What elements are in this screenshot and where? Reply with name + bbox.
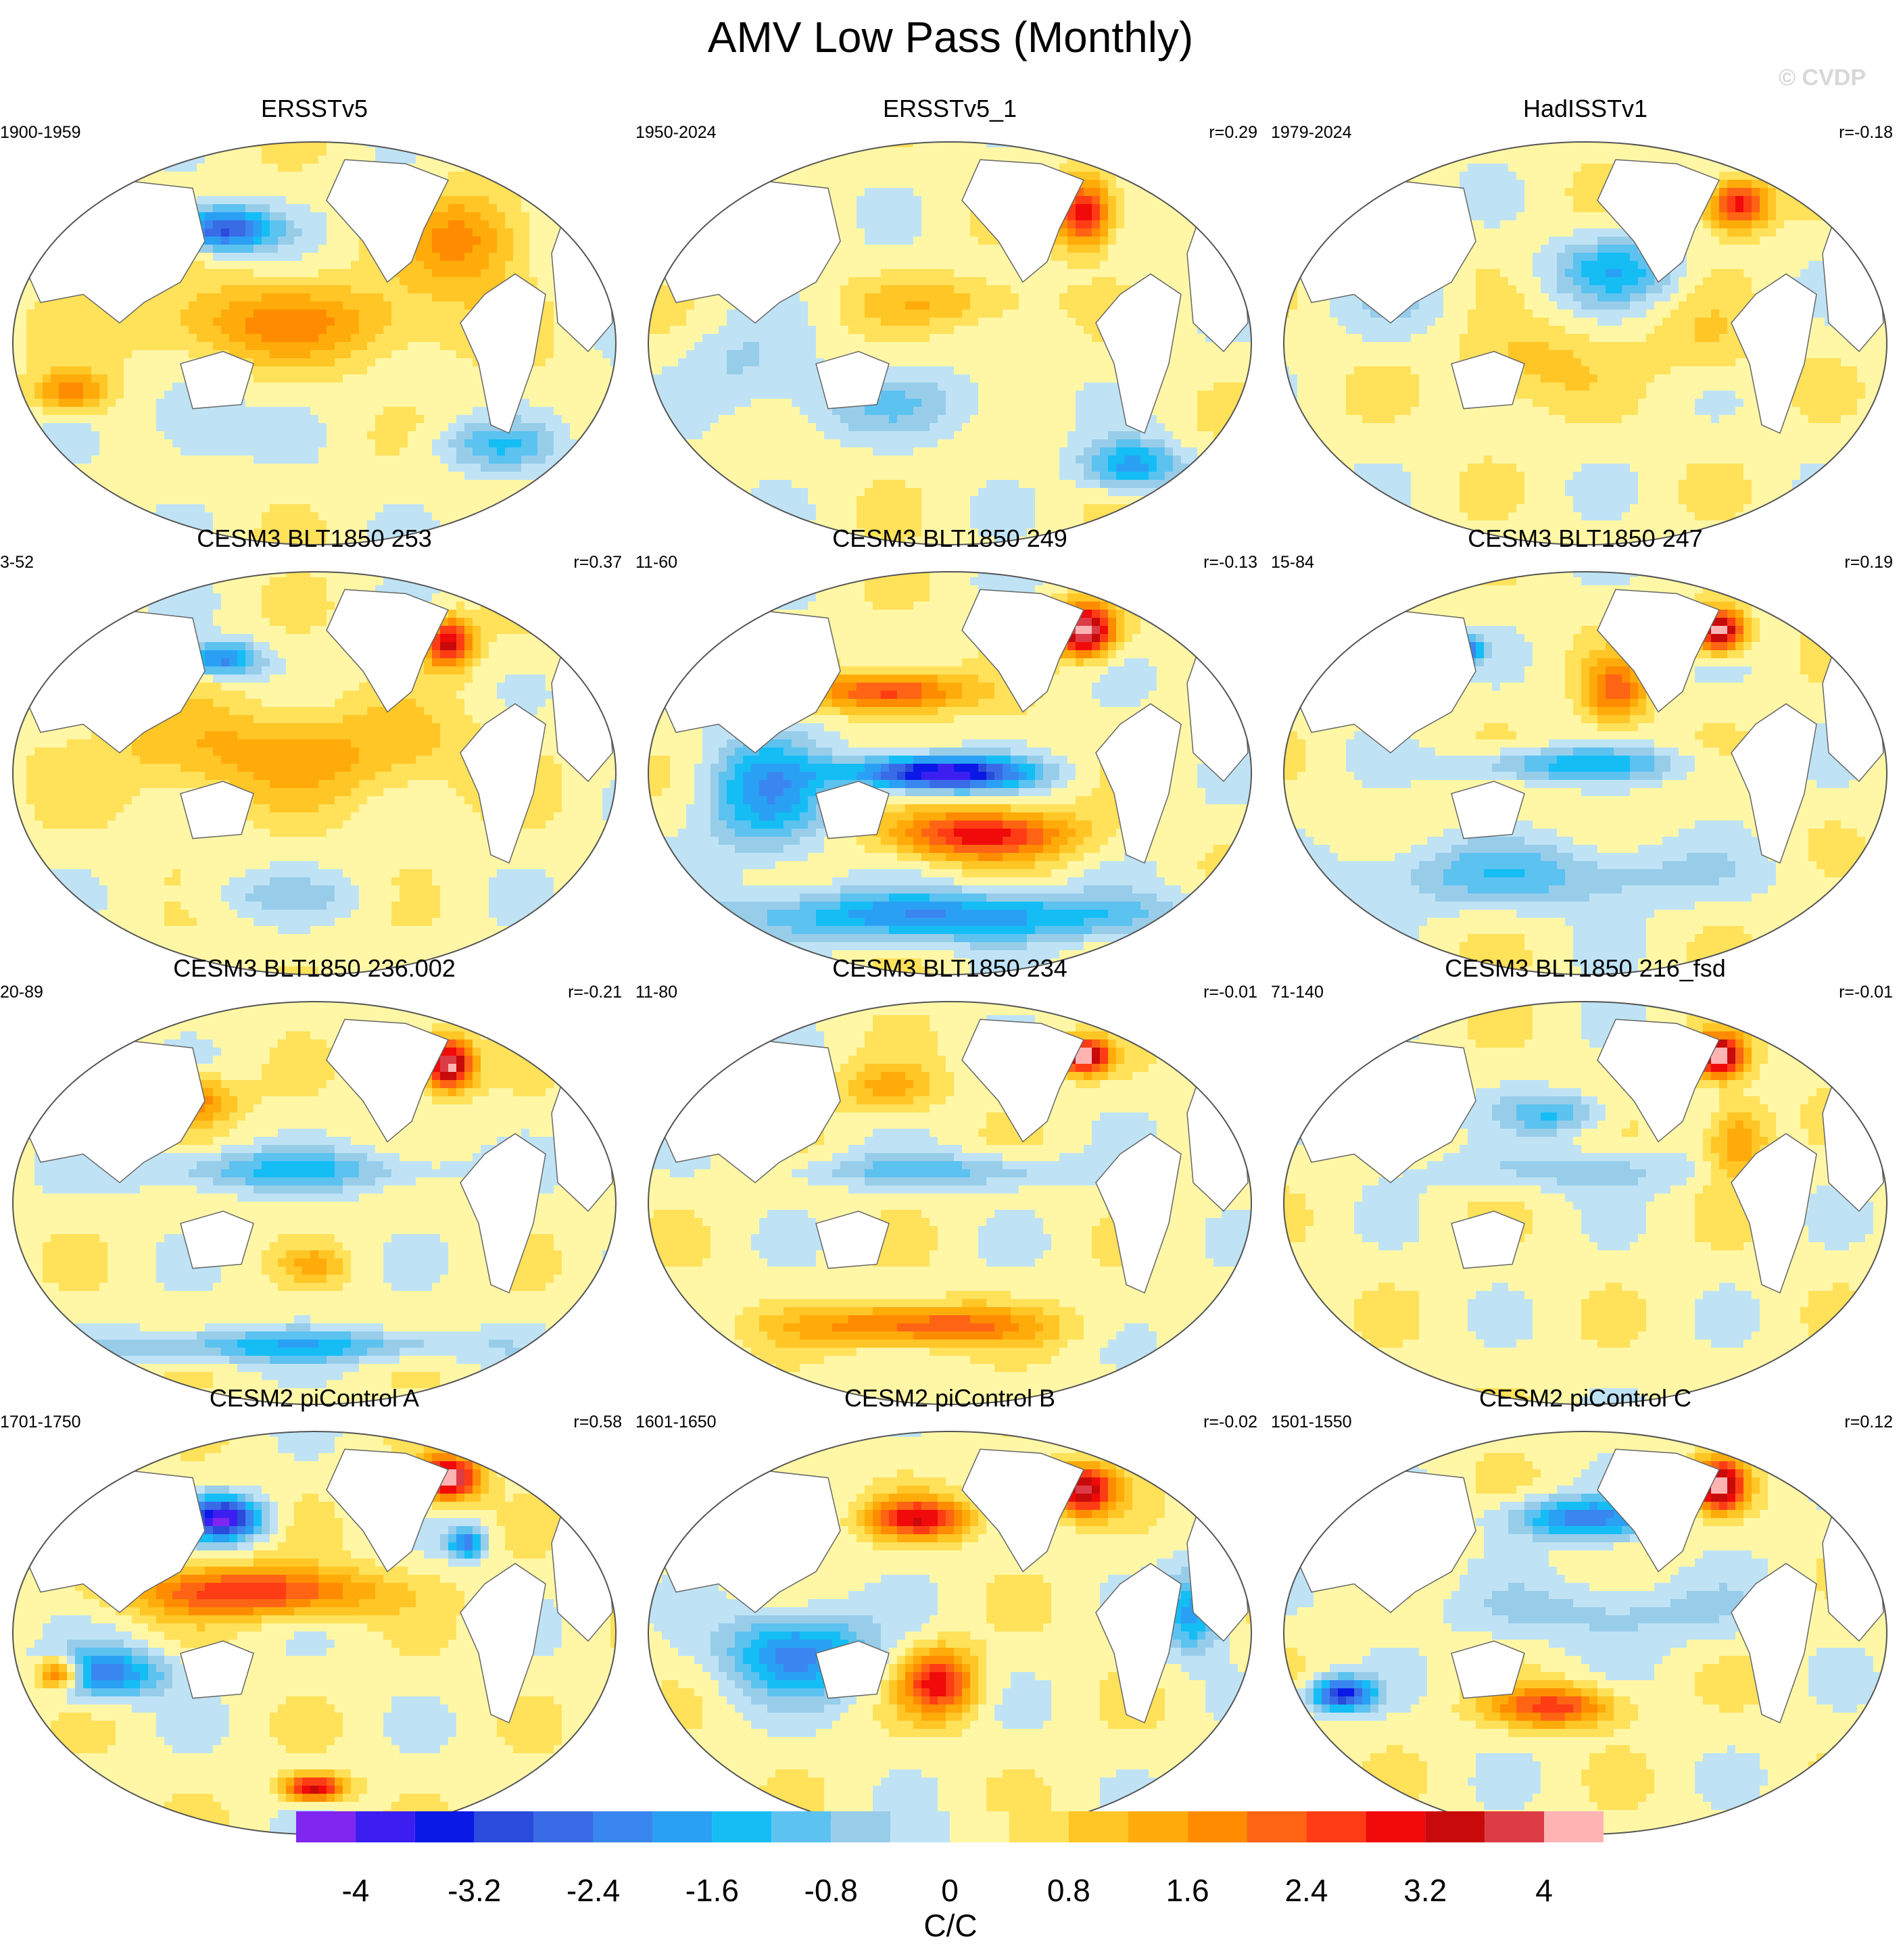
panel-correlation: r=0.58 (573, 1413, 622, 1432)
sst-map (648, 571, 1252, 975)
map-panel: CESM2 piControl A 1701-1750 r=0.58 (0, 1384, 629, 1844)
panel-correlation: r=0.19 (1844, 553, 1893, 572)
panel-period: 1979-2024 (1271, 123, 1352, 143)
panel-period: 15-84 (1271, 553, 1314, 572)
panel-correlation: r=-0.21 (568, 983, 622, 1002)
panel-correlation: r=0.29 (1209, 123, 1257, 143)
panel-correlation: r=0.12 (1844, 1413, 1893, 1432)
colorbar-tick-label: 3.2 (1378, 1872, 1472, 1909)
panel-title: CESM2 piControl B (635, 1384, 1264, 1413)
panel-title: CESM3 BLT1850 216_fsd (1271, 954, 1900, 983)
map-panel: HadISSTv1 1979-2024 r=-0.18 (1271, 95, 1900, 554)
panel-correlation: r=-0.13 (1203, 553, 1257, 572)
map-panel: CESM3 BLT1850 236.002 20-89 r=-0.21 (0, 954, 629, 1414)
panel-period: 1701-1750 (0, 1413, 81, 1432)
panel-title: CESM3 BLT1850 234 (635, 954, 1264, 983)
map-panel: CESM3 BLT1850 249 11-60 r=-0.13 (635, 524, 1264, 984)
panel-title: CESM3 BLT1850 249 (635, 524, 1264, 553)
panel-title: ERSSTv5_1 (635, 95, 1264, 123)
panel-correlation: r=-0.18 (1839, 123, 1893, 143)
panel-correlation: r=-0.01 (1203, 983, 1257, 1002)
panel-period: 1950-2024 (635, 123, 717, 143)
colorbar-tick-label: -4 (308, 1872, 403, 1909)
panel-period: 3-52 (0, 553, 34, 572)
colorbar-tick-label: -2.4 (546, 1872, 641, 1909)
sst-map (648, 1001, 1252, 1405)
panel-correlation: r=-0.02 (1203, 1413, 1257, 1432)
colorbar-unit: C/C (883, 1907, 1018, 1944)
panel-period: 1900-1959 (0, 123, 81, 143)
colorbar-tick-label: -0.8 (784, 1872, 878, 1909)
panel-period: 1601-1650 (635, 1413, 717, 1432)
map-panel: CESM2 piControl B 1601-1650 r=-0.02 (635, 1384, 1264, 1844)
panel-period: 11-60 (635, 553, 677, 572)
map-panel: CESM2 piControl C 1501-1550 r=0.12 (1271, 1384, 1900, 1844)
figure-title: AMV Low Pass (Monthly) (0, 12, 1901, 62)
watermark: © CVDP (1779, 65, 1866, 91)
map-panel: ERSSTv5 1900-1959 (0, 95, 629, 554)
sst-map (12, 141, 617, 545)
panel-title: CESM3 BLT1850 247 (1271, 524, 1900, 553)
panel-title: HadISSTv1 (1271, 95, 1900, 123)
sst-map (648, 1431, 1252, 1835)
sst-map (12, 1431, 617, 1835)
sst-map (12, 571, 617, 975)
sst-map (12, 1001, 617, 1405)
colorbar-tick-label: 1.6 (1140, 1872, 1235, 1909)
sst-map (1283, 141, 1887, 545)
map-panel: ERSSTv5_1 1950-2024 r=0.29 (635, 95, 1264, 554)
panel-title: ERSSTv5 (0, 95, 629, 123)
panel-title: CESM3 BLT1850 253 (0, 524, 629, 553)
colorbar-tick-label: 0.8 (1021, 1872, 1116, 1909)
panel-period: 71-140 (1271, 983, 1324, 1002)
panel-title: CESM3 BLT1850 236.002 (0, 954, 629, 983)
map-panel: CESM3 BLT1850 234 11-80 r=-0.01 (635, 954, 1264, 1414)
map-panel: CESM3 BLT1850 247 15-84 r=0.19 (1271, 524, 1900, 984)
colorbar-tick-label: 2.4 (1259, 1872, 1353, 1909)
panel-title: CESM2 piControl C (1271, 1384, 1900, 1413)
sst-map (1283, 1001, 1887, 1405)
panel-period: 1501-1550 (1271, 1413, 1352, 1432)
map-panel: CESM3 BLT1850 253 3-52 r=0.37 (0, 524, 629, 984)
panel-period: 11-80 (635, 983, 677, 1002)
panel-title: CESM2 piControl A (0, 1384, 629, 1413)
panel-period: 20-89 (0, 983, 43, 1002)
colorbar-tick-label: 0 (903, 1872, 997, 1909)
panel-correlation: r=0.37 (573, 553, 622, 572)
sst-map (1283, 1431, 1887, 1835)
colorbar-tick-label: -3.2 (427, 1872, 522, 1909)
colorbar-tick-label: -1.6 (665, 1872, 759, 1909)
colorbar-tick-label: 4 (1497, 1872, 1591, 1909)
panel-correlation: r=-0.01 (1839, 983, 1893, 1002)
sst-map (648, 141, 1252, 545)
sst-map (1283, 571, 1887, 975)
map-panel: CESM3 BLT1850 216_fsd 71-140 r=-0.01 (1271, 954, 1900, 1414)
